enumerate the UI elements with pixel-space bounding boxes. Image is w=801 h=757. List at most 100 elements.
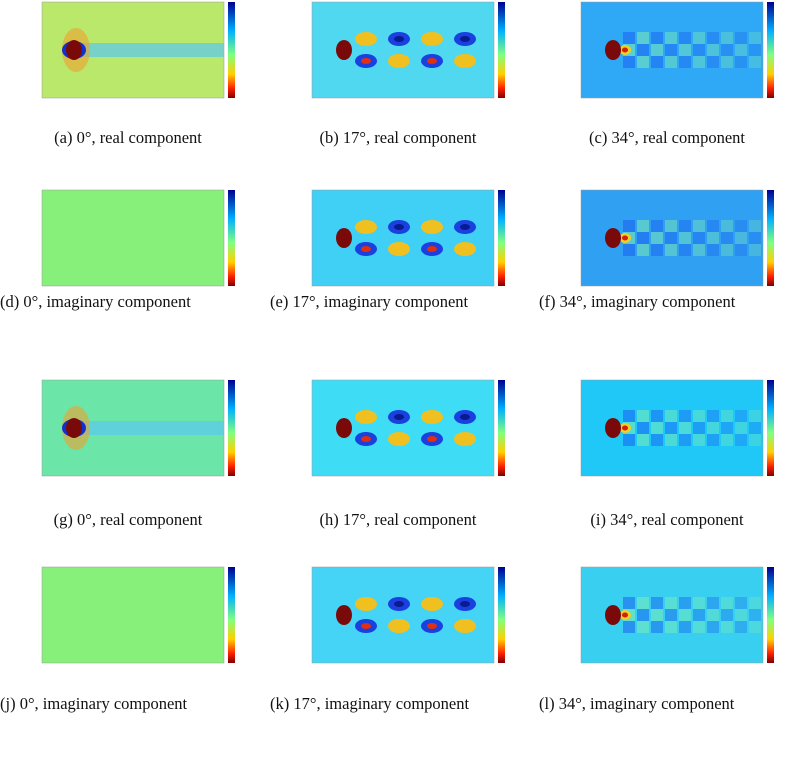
- caption: (i) 34°, real component: [543, 508, 791, 531]
- cell: [735, 434, 747, 446]
- cylinder: [336, 418, 352, 438]
- cell: [693, 422, 705, 434]
- caption-label: (l): [539, 694, 555, 713]
- caption-label: (j): [0, 694, 16, 713]
- cell: [749, 410, 761, 422]
- caption-label: (e): [270, 292, 288, 311]
- cell: [721, 621, 733, 633]
- cell: [749, 244, 761, 256]
- core: [361, 246, 371, 252]
- cell: [721, 44, 733, 56]
- plot-frame: [42, 567, 224, 663]
- blob: [622, 236, 628, 241]
- cell: [707, 422, 719, 434]
- cell: [665, 244, 677, 256]
- plot-frame: [42, 190, 224, 286]
- core: [394, 601, 404, 607]
- cell: [651, 232, 663, 244]
- cell: [721, 434, 733, 446]
- cell: [623, 597, 635, 609]
- core: [427, 246, 437, 252]
- cell: [693, 434, 705, 446]
- cell: [623, 32, 635, 44]
- blob: [454, 54, 476, 68]
- cell: [693, 232, 705, 244]
- blob: [454, 619, 476, 633]
- cell: [665, 232, 677, 244]
- cell: [637, 597, 649, 609]
- cell: [693, 410, 705, 422]
- colorbar: [498, 190, 505, 286]
- cell: [721, 32, 733, 44]
- caption: (e) 17°, imaginary component: [270, 290, 534, 313]
- cell: [735, 621, 747, 633]
- heatmap: [539, 565, 779, 670]
- cell: [679, 232, 691, 244]
- colorbar: [228, 2, 235, 98]
- cell: [693, 56, 705, 68]
- cell: [637, 621, 649, 633]
- core: [361, 58, 371, 64]
- cell: [707, 597, 719, 609]
- cell: [707, 609, 719, 621]
- cell: [693, 609, 705, 621]
- core: [394, 414, 404, 420]
- cell: [679, 609, 691, 621]
- caption: (g) 0°, real component: [4, 508, 252, 531]
- cell: [679, 597, 691, 609]
- cell: [721, 597, 733, 609]
- cell: [651, 434, 663, 446]
- cell: [721, 56, 733, 68]
- cell: [651, 609, 663, 621]
- caption: (j) 0°, imaginary component: [0, 692, 264, 715]
- heatmap: [0, 188, 240, 293]
- blob: [388, 619, 410, 633]
- caption-label: (h): [320, 510, 339, 529]
- figure-page: {"panels": [ {"label": "(a)", "text": "0…: [0, 0, 801, 757]
- heatmap: [0, 0, 240, 105]
- cell: [721, 244, 733, 256]
- cell: [623, 244, 635, 256]
- cell: [749, 422, 761, 434]
- cell: [623, 621, 635, 633]
- caption-text: 0°, real component: [77, 510, 202, 529]
- cell: [735, 44, 747, 56]
- cell: [735, 410, 747, 422]
- cell: [665, 32, 677, 44]
- colorbar: [767, 190, 774, 286]
- cell: [665, 410, 677, 422]
- caption-text: 0°, imaginary component: [20, 694, 187, 713]
- cell: [651, 597, 663, 609]
- colorbar: [228, 567, 235, 663]
- heatmap: [270, 565, 510, 670]
- core: [394, 36, 404, 42]
- cell: [679, 410, 691, 422]
- caption-text: 34°, imaginary component: [560, 292, 736, 311]
- cell: [707, 44, 719, 56]
- cell: [749, 609, 761, 621]
- caption-text: 17°, real component: [343, 128, 477, 147]
- cell: [637, 434, 649, 446]
- blob: [622, 613, 628, 618]
- cell: [637, 410, 649, 422]
- cell: [721, 410, 733, 422]
- cell: [749, 32, 761, 44]
- cell: [707, 220, 719, 232]
- blob: [622, 48, 628, 53]
- cell: [651, 244, 663, 256]
- cell: [721, 422, 733, 434]
- blob: [454, 432, 476, 446]
- cell: [679, 434, 691, 446]
- caption-label: (d): [0, 292, 19, 311]
- cell: [665, 44, 677, 56]
- core: [427, 436, 437, 442]
- blob: [388, 432, 410, 446]
- cell: [651, 621, 663, 633]
- heatmap: [270, 0, 510, 105]
- wake: [74, 421, 224, 435]
- caption-label: (k): [270, 694, 289, 713]
- cell: [665, 220, 677, 232]
- cylinder: [605, 418, 621, 438]
- cell: [665, 621, 677, 633]
- blob: [355, 220, 377, 234]
